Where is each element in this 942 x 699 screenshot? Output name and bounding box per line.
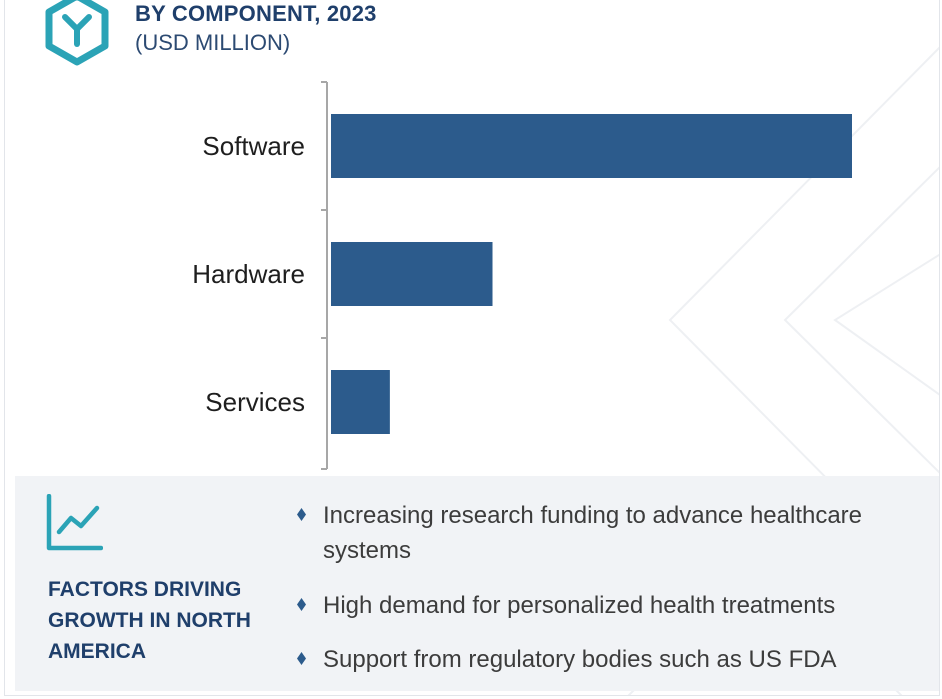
factors-title: FACTORS DRIVING GROWTH IN NORTH AMERICA <box>48 578 251 663</box>
factor-text: High demand for personalized health trea… <box>323 592 836 619</box>
bar-chart: Software Hardware Services <box>192 81 852 470</box>
factor-item: Increasing research funding to advance h… <box>295 498 925 568</box>
factor-text: Increasing research funding to advance h… <box>323 502 863 564</box>
bar-hardware <box>331 242 493 306</box>
factor-item: High demand for personalized health trea… <box>295 588 925 623</box>
bar-services <box>331 370 390 434</box>
hexagon-y-logo-icon <box>45 0 109 66</box>
trend-line-chart-icon <box>46 494 103 551</box>
factor-text: Support from regulatory bodies such as U… <box>323 646 837 673</box>
diamond-bullet-icon <box>297 508 306 521</box>
factors-list: Increasing research funding to advance h… <box>295 498 925 677</box>
bar-software <box>331 114 852 178</box>
chart-title: BY COMPONENT, 2023 <box>135 1 377 26</box>
chart-subtitle: (USD MILLION) <box>135 30 291 55</box>
diamond-bullet-icon <box>297 652 306 665</box>
growth-factors-panel: FACTORS DRIVING GROWTH IN NORTH AMERICA … <box>15 476 939 691</box>
category-label: Hardware <box>192 259 305 289</box>
market-card: BY COMPONENT, 2023 (USD MILLION) Softwar… <box>4 0 940 696</box>
category-label: Software <box>202 131 305 161</box>
diamond-bullet-icon <box>297 598 306 611</box>
category-label: Services <box>205 387 305 417</box>
factor-item: Support from regulatory bodies such as U… <box>295 642 925 677</box>
